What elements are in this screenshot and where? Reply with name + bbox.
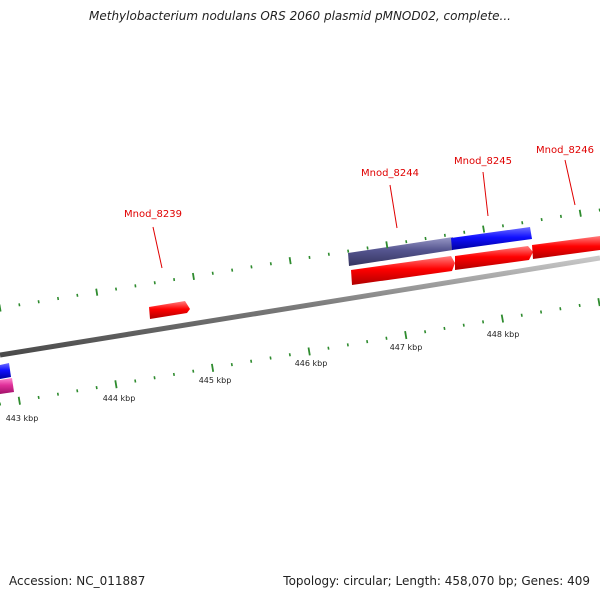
gene-slate bbox=[348, 237, 453, 266]
lower-minor-tick bbox=[172, 372, 175, 377]
label-leader-mnod-8245 bbox=[482, 171, 489, 217]
lower-minor-tick bbox=[424, 330, 427, 334]
label-leader-mnod-8239 bbox=[152, 226, 163, 269]
lower-minor-tick bbox=[288, 353, 291, 357]
lower-major-tick bbox=[211, 363, 215, 372]
lower-major-tick bbox=[597, 298, 600, 307]
lower-tick-row bbox=[0, 298, 600, 406]
lower-minor-tick bbox=[327, 346, 330, 350]
lower-minor-tick bbox=[578, 303, 581, 308]
label-leader-mnod-8246 bbox=[564, 159, 576, 206]
scale-label-446: 446 kbp bbox=[295, 359, 328, 368]
upper-tick-row bbox=[0, 208, 600, 312]
lower-minor-tick bbox=[153, 376, 156, 380]
lower-minor-tick bbox=[250, 359, 253, 363]
upper-major-tick bbox=[482, 225, 486, 233]
lower-major-tick bbox=[307, 347, 311, 356]
upper-minor-tick bbox=[211, 271, 214, 275]
gene-mnod-8244 bbox=[351, 256, 455, 285]
upper-minor-tick bbox=[366, 246, 369, 250]
lower-minor-tick bbox=[95, 385, 98, 390]
upper-minor-tick bbox=[76, 293, 79, 297]
upper-minor-tick bbox=[37, 300, 40, 304]
lower-minor-tick bbox=[482, 320, 485, 324]
upper-minor-tick bbox=[18, 303, 21, 307]
scale-label-444: 444 kbp bbox=[103, 394, 136, 403]
upper-minor-tick bbox=[521, 221, 524, 225]
lower-minor-tick bbox=[443, 326, 446, 331]
lower-minor-tick bbox=[346, 343, 349, 347]
gene-label-mnod-8244: Mnod_8244 bbox=[361, 168, 419, 179]
upper-major-tick bbox=[0, 304, 2, 312]
gene-blue-edge bbox=[0, 363, 11, 379]
summary-text: Topology: circular; Length: 458,070 bp; … bbox=[283, 574, 590, 588]
gene-label-mnod-8246: Mnod_8246 bbox=[536, 145, 594, 156]
lower-minor-tick bbox=[134, 379, 137, 383]
upper-minor-tick bbox=[327, 252, 330, 256]
upper-major-tick bbox=[578, 209, 582, 217]
lower-minor-tick bbox=[192, 369, 195, 373]
label-leader-mnod-8244 bbox=[389, 184, 398, 229]
gene-mnod-8245 bbox=[455, 246, 533, 270]
upper-minor-tick bbox=[269, 262, 272, 266]
gene-blue bbox=[451, 227, 532, 250]
upper-major-tick bbox=[95, 288, 99, 296]
upper-minor-tick bbox=[540, 217, 543, 222]
upper-minor-tick bbox=[153, 281, 156, 285]
lower-minor-tick bbox=[540, 310, 543, 314]
gene-mnod-8246 bbox=[532, 236, 600, 259]
lower-major-tick bbox=[404, 330, 408, 340]
upper-major-tick bbox=[385, 241, 389, 249]
lower-minor-tick bbox=[366, 339, 369, 344]
gene-label-mnod-8245: Mnod_8245 bbox=[454, 156, 512, 167]
lower-minor-tick bbox=[269, 356, 272, 360]
lower-minor-tick bbox=[76, 389, 79, 393]
upper-minor-tick bbox=[231, 268, 234, 272]
upper-minor-tick bbox=[347, 249, 350, 253]
upper-major-tick bbox=[288, 257, 292, 265]
map-title: Methylobacterium nodulans ORS 2060 plasm… bbox=[89, 9, 511, 23]
upper-minor-tick bbox=[405, 240, 408, 244]
scale-label-448: 448 kbp bbox=[487, 330, 520, 339]
upper-minor-tick bbox=[559, 214, 562, 219]
scale-label-447: 447 kbp bbox=[390, 343, 423, 352]
scale-label-445: 445 kbp bbox=[199, 376, 232, 385]
lower-minor-tick bbox=[520, 313, 523, 317]
lower-major-tick bbox=[17, 396, 21, 405]
gene-label-mnod-8239: Mnod_8239 bbox=[124, 209, 182, 220]
upper-minor-tick bbox=[501, 224, 504, 228]
lower-major-tick bbox=[114, 380, 118, 389]
lower-major-tick bbox=[500, 314, 504, 323]
plasmid-backbone bbox=[0, 255, 600, 358]
accession-text: Accession: NC_011887 bbox=[9, 574, 146, 588]
upper-minor-tick bbox=[250, 265, 253, 269]
lower-minor-tick bbox=[230, 362, 233, 367]
lower-minor-tick bbox=[559, 307, 562, 311]
upper-minor-tick bbox=[57, 296, 60, 301]
upper-minor-tick bbox=[115, 287, 118, 291]
scale-label-443: 443 kbp bbox=[6, 414, 39, 423]
lower-minor-tick bbox=[37, 395, 40, 400]
gene-magenta-edge bbox=[0, 378, 14, 394]
gene-mnod-8239 bbox=[149, 301, 190, 319]
upper-minor-tick bbox=[424, 236, 427, 241]
lower-minor-tick bbox=[385, 336, 388, 340]
upper-major-tick bbox=[192, 272, 195, 281]
lower-minor-tick bbox=[462, 323, 465, 327]
lower-minor-tick bbox=[56, 392, 59, 396]
upper-minor-tick bbox=[463, 230, 466, 234]
